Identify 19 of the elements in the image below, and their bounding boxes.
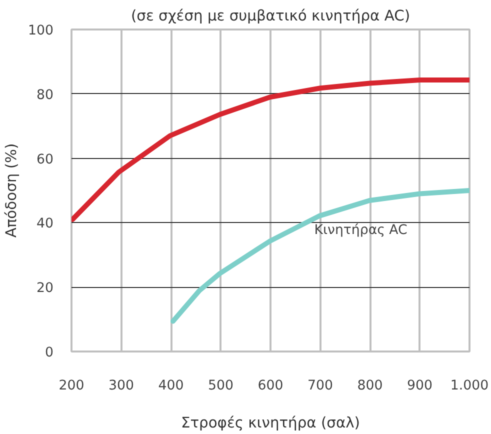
x-tick-label: 800	[357, 378, 383, 394]
y-axis-title: Απόδοση (%)	[3, 143, 20, 238]
chart-title: (σε σχέση με συμβατικό κινητήρα AC)	[130, 8, 410, 24]
y-tick-label: 60	[36, 152, 54, 168]
y-tick-label: 40	[36, 216, 54, 232]
x-tick-label: 500	[208, 378, 234, 394]
x-tick-label: 300	[108, 378, 134, 394]
series-label: Κινητήρας AC	[314, 222, 408, 238]
x-tick-label: 700	[308, 378, 333, 394]
x-tick-label: 200	[58, 378, 84, 394]
y-tick-label: 80	[36, 88, 54, 103]
x-tick-label: 400	[158, 378, 184, 394]
x-tick-label: 600	[258, 378, 284, 394]
y-tick-label: 20	[36, 281, 54, 296]
x-tick-label: 1.000	[450, 378, 489, 394]
x-axis-title: Στροφές κινητήρα (σαλ)	[180, 414, 360, 432]
x-tick-label: 900	[407, 378, 432, 394]
y-tick-label: 100	[28, 24, 54, 38]
y-tick-label: 0	[45, 346, 54, 360]
